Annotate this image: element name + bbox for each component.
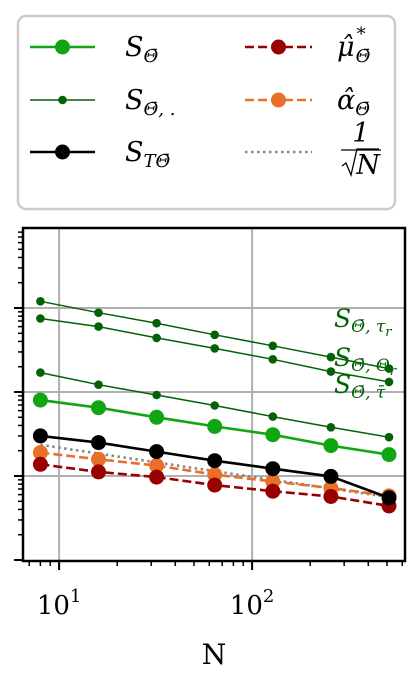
series-0-point-1 xyxy=(91,400,106,416)
legend-item-1: μ̂ * Θ̄ xyxy=(245,24,371,67)
series-3-point-5 xyxy=(326,423,336,432)
legend-item-3: α̂Θ̄ xyxy=(245,85,370,120)
series-5-point-0 xyxy=(32,456,48,472)
series-4 xyxy=(32,428,397,506)
legend-item-2: SΘ̄, . xyxy=(30,85,175,120)
series-4-point-4 xyxy=(265,461,281,477)
legend-handle-marker xyxy=(58,95,67,105)
series-2 xyxy=(36,314,394,387)
legend-label: STΘ̄ xyxy=(125,137,171,172)
annotation-0: SΘ̄, τr xyxy=(334,304,392,340)
series-2-point-5 xyxy=(326,367,336,376)
axis-ticks: 101 102 xyxy=(14,231,404,621)
series-6-point-2 xyxy=(149,458,165,474)
legend-handle-marker xyxy=(55,39,70,55)
series-0-point-0 xyxy=(32,392,48,408)
legend-item-0: SΘ̄ xyxy=(30,32,159,67)
series-0 xyxy=(32,392,397,463)
series-5-point-3 xyxy=(207,477,223,493)
series-2-point-0 xyxy=(36,314,45,323)
series-3 xyxy=(36,368,394,442)
series-5-point-5 xyxy=(323,489,339,504)
series-4-point-5 xyxy=(323,468,339,484)
legend-label: α̂Θ̄ xyxy=(337,85,370,120)
series-2-point-2 xyxy=(152,333,161,343)
series-1-point-0 xyxy=(36,297,45,306)
series-5-point-1 xyxy=(91,464,106,480)
x-tick-label-1: 102 xyxy=(230,586,275,621)
series-1-point-4 xyxy=(268,341,278,351)
series-6-point-1 xyxy=(91,451,106,467)
series-1-point-2 xyxy=(152,318,161,328)
series-0-point-4 xyxy=(265,427,281,443)
legend-item-4: STΘ̄ xyxy=(30,137,171,172)
plot-frame xyxy=(21,226,407,563)
legend-item-5: 1N xyxy=(245,118,381,181)
series-6-point-3 xyxy=(207,467,223,483)
x-axis-label: N xyxy=(202,638,227,671)
series-3-point-4 xyxy=(268,412,278,421)
legend-handle-marker xyxy=(271,92,286,108)
series-5 xyxy=(32,456,397,514)
series-2-point-1 xyxy=(94,322,103,331)
series-3-point-0 xyxy=(36,368,45,377)
series-2-point-4 xyxy=(268,355,278,364)
series-3-point-1 xyxy=(94,380,103,390)
series-1-point-1 xyxy=(94,308,103,318)
series-0-point-5 xyxy=(323,438,339,454)
legend-box xyxy=(16,14,397,211)
series-1 xyxy=(36,297,394,373)
series-4-point-0 xyxy=(32,428,48,444)
series-1-point-6 xyxy=(384,364,394,373)
series-0-point-2 xyxy=(149,409,165,425)
series-4-point-1 xyxy=(91,435,106,451)
series-3-point-2 xyxy=(152,390,161,400)
series-3-point-6 xyxy=(384,432,394,442)
series-4-point-2 xyxy=(149,444,165,460)
legend-handle-marker xyxy=(271,39,286,55)
series-2-point-3 xyxy=(210,344,219,353)
plot-series xyxy=(32,297,397,514)
series-5-point-4 xyxy=(265,483,281,499)
legend-handle-marker xyxy=(55,144,70,160)
legend-label: μ̂ * Θ̄ xyxy=(337,24,371,67)
legend-label: SΘ̄, . xyxy=(125,85,175,120)
series-1-point-3 xyxy=(210,330,219,340)
x-tick-label-0: 101 xyxy=(37,586,82,621)
series-5-point-2 xyxy=(149,469,165,485)
series-6-point-0 xyxy=(32,445,48,461)
series-2-point-6 xyxy=(384,377,394,387)
legend-label: SΘ̄ xyxy=(125,32,159,67)
series-4-point-6 xyxy=(381,490,397,506)
legend-sqrt-sign xyxy=(341,148,379,178)
series-1-point-5 xyxy=(326,352,336,362)
annotation-2: SΘ̄, τ̄ xyxy=(334,370,386,403)
series-4-point-3 xyxy=(207,453,223,469)
legend-label-denominator: N xyxy=(355,150,381,181)
series-0-point-3 xyxy=(207,418,223,434)
series-0-point-6 xyxy=(381,447,397,463)
legend: SΘ̄ μ̂ * Θ̄ SΘ̄, . α̂Θ̄ STΘ̄ 1N xyxy=(16,14,397,211)
annotation-1: SΘ̄, Θr xyxy=(334,343,397,379)
legend-label-numerator: 1 xyxy=(352,118,369,149)
series-3-point-3 xyxy=(210,401,219,410)
